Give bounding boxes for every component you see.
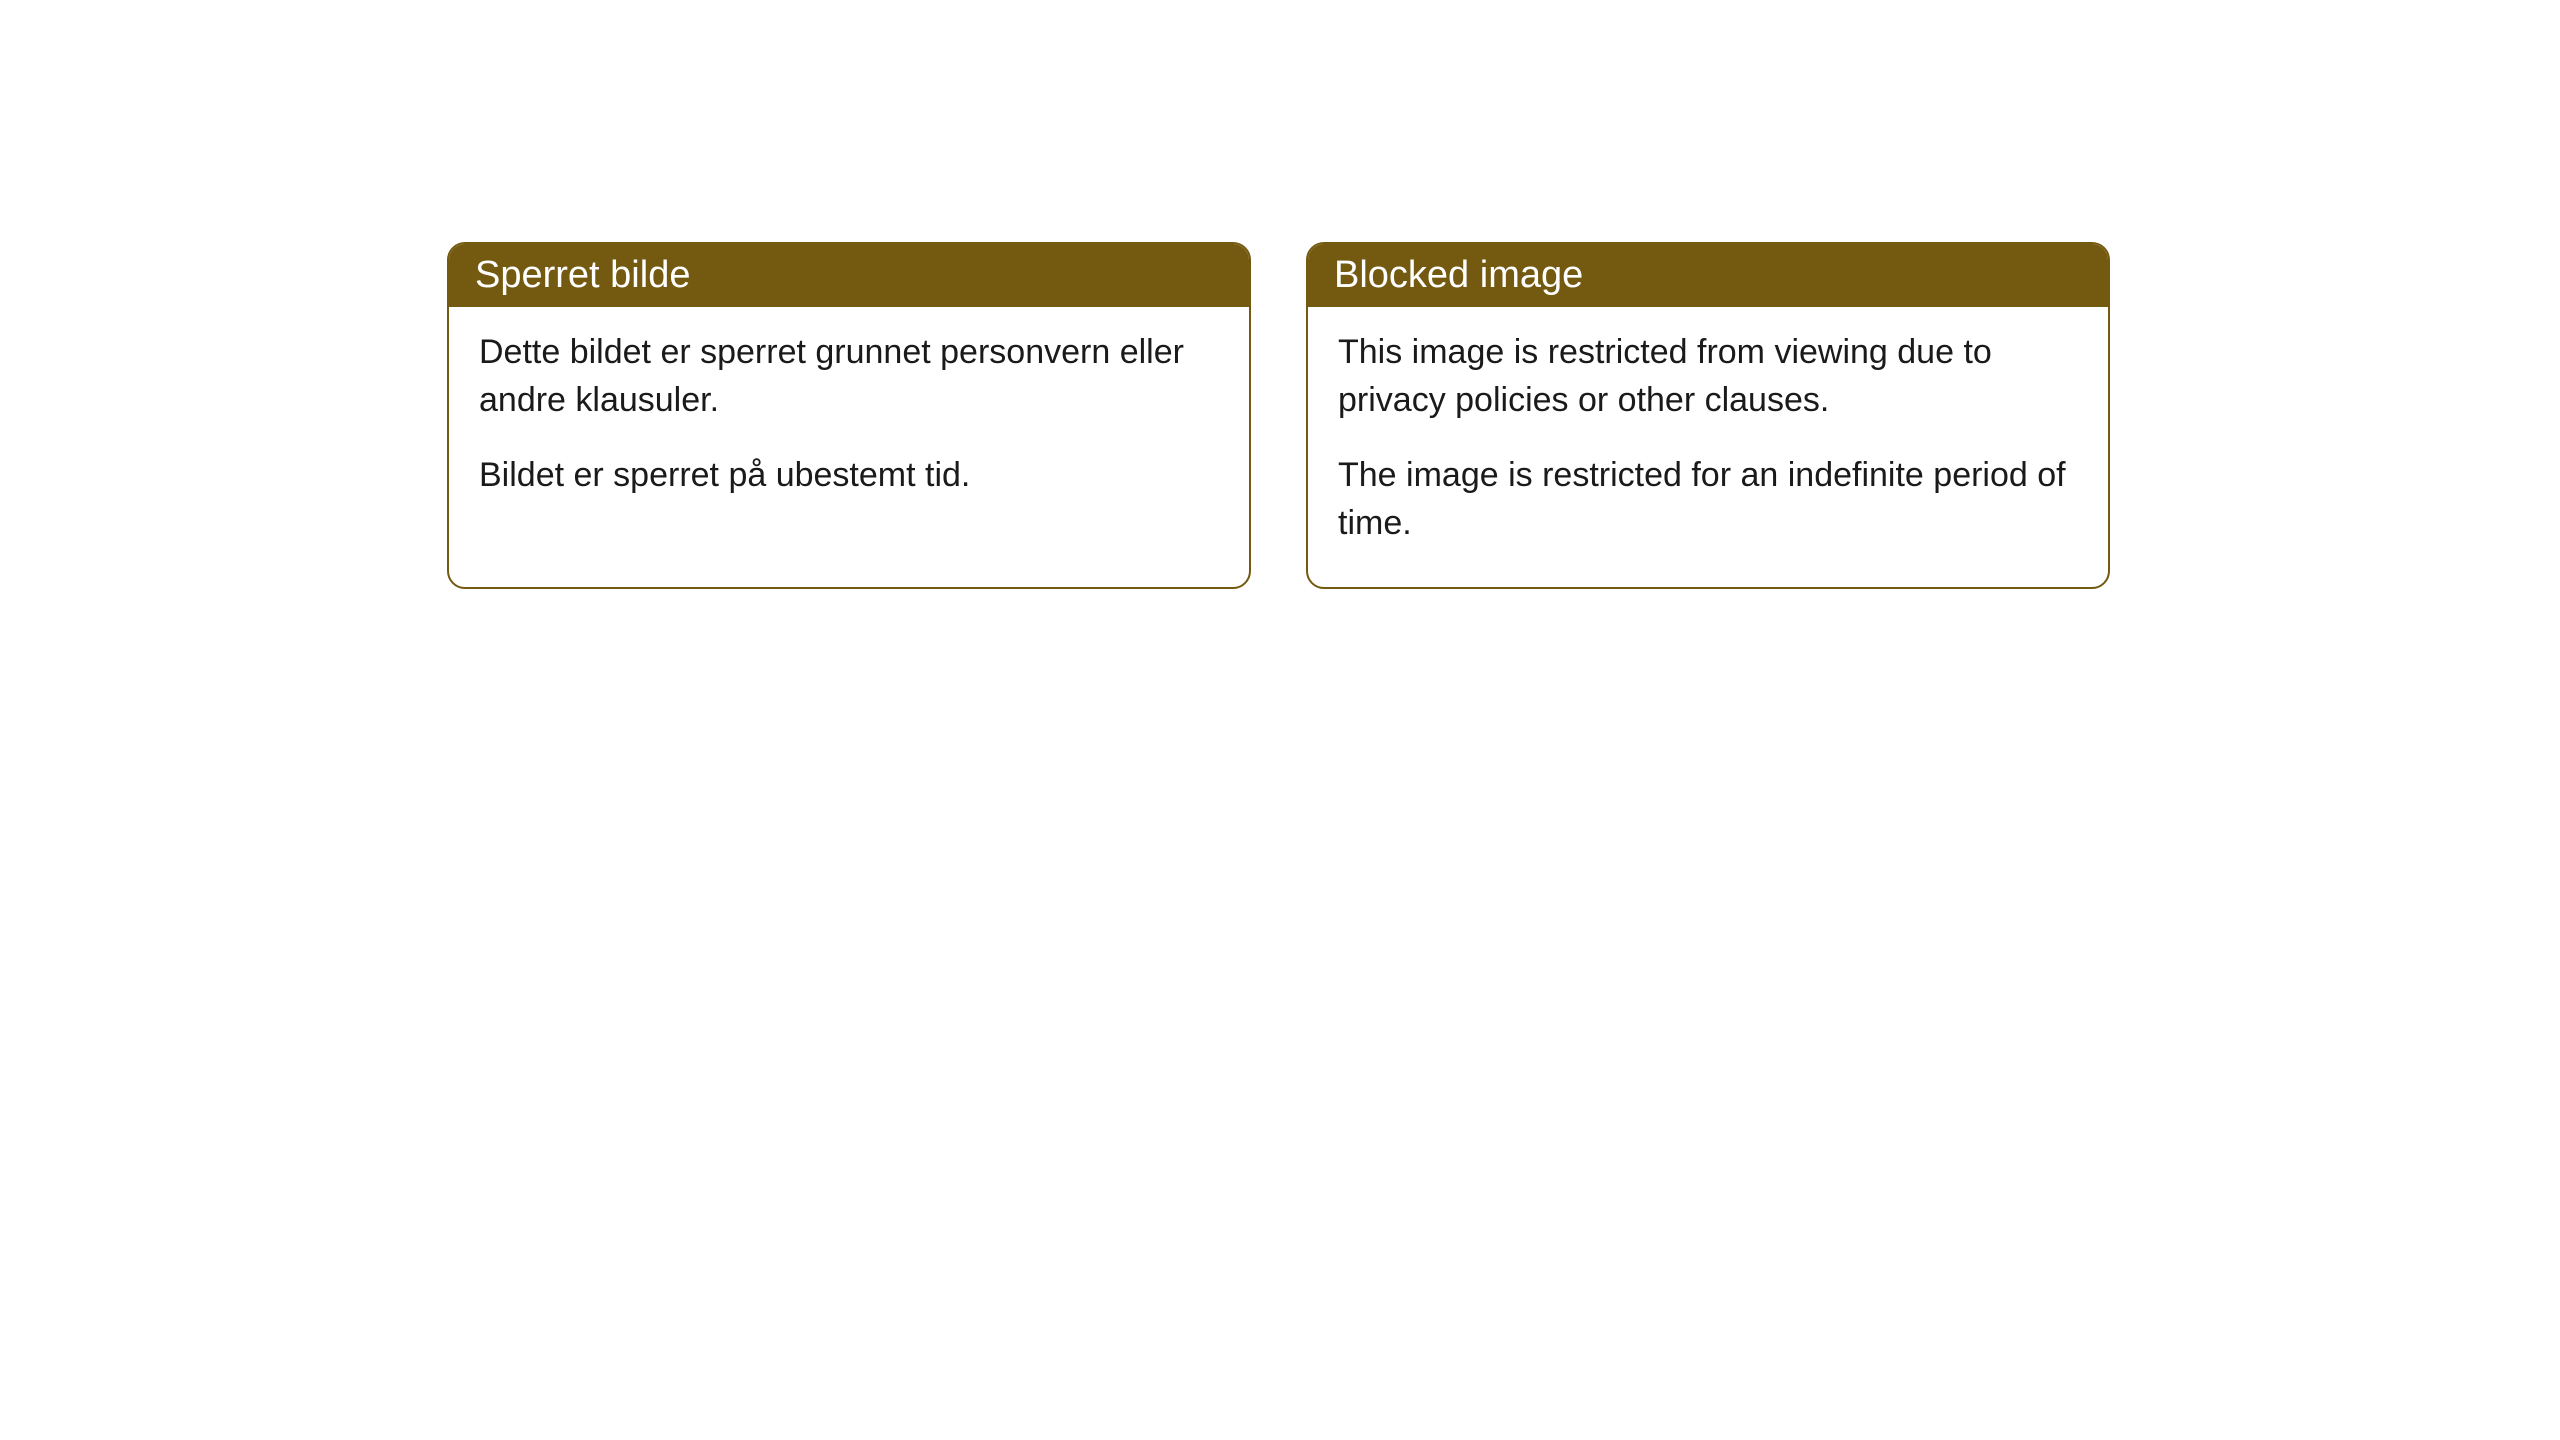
- notice-paragraph: Dette bildet er sperret grunnet personve…: [479, 329, 1219, 424]
- notice-title: Sperret bilde: [475, 254, 690, 296]
- notice-paragraph: This image is restricted from viewing du…: [1338, 329, 2078, 424]
- notice-header: Sperret bilde: [449, 244, 1249, 307]
- notice-paragraph: The image is restricted for an indefinit…: [1338, 452, 2078, 547]
- notice-paragraph: Bildet er sperret på ubestemt tid.: [479, 452, 1219, 500]
- notice-header: Blocked image: [1308, 244, 2108, 307]
- notice-body: This image is restricted from viewing du…: [1308, 307, 2108, 587]
- notice-body: Dette bildet er sperret grunnet personve…: [449, 307, 1249, 540]
- notice-container: Sperret bilde Dette bildet er sperret gr…: [447, 242, 2110, 589]
- notice-card-english: Blocked image This image is restricted f…: [1306, 242, 2110, 589]
- notice-card-norwegian: Sperret bilde Dette bildet er sperret gr…: [447, 242, 1251, 589]
- notice-title: Blocked image: [1334, 254, 1583, 296]
